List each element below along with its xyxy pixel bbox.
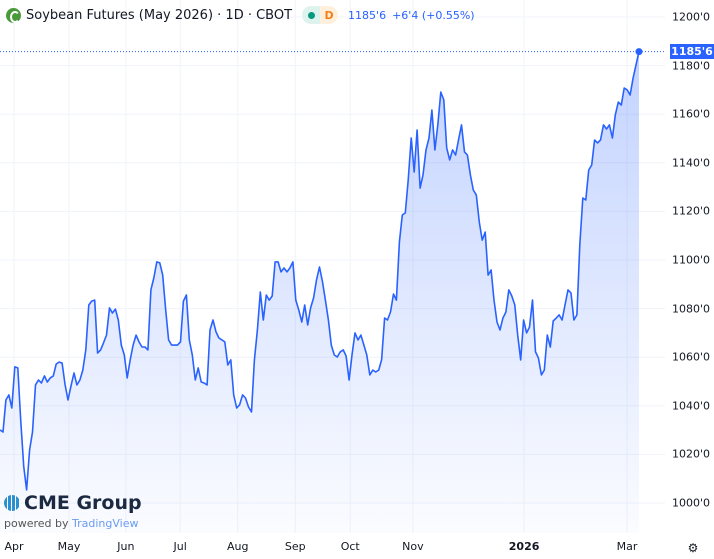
price-line bbox=[0, 51, 640, 491]
x-tick-label: Apr bbox=[4, 540, 24, 553]
powered-by-text: powered by bbox=[4, 517, 69, 530]
delayed-badge: D bbox=[320, 6, 339, 24]
x-tick-label: Aug bbox=[226, 540, 249, 553]
y-tick-label: 1200'0 bbox=[671, 10, 710, 24]
last-price: 1185'6 bbox=[348, 8, 387, 22]
x-tick-label: May bbox=[57, 540, 81, 553]
market-open-icon bbox=[302, 6, 321, 24]
cme-logo[interactable]: CME Group bbox=[4, 492, 142, 514]
globe-icon bbox=[4, 495, 20, 511]
x-tick-label: Jul bbox=[173, 540, 187, 553]
price-change: +6'4 (+0.55%) bbox=[392, 8, 475, 22]
y-tick-label: 1120'0 bbox=[671, 204, 710, 218]
x-tick-label: Oct bbox=[340, 540, 360, 553]
last-price-tag: 1185'6 bbox=[670, 44, 714, 60]
x-tick-label: Mar bbox=[616, 540, 638, 553]
tradingview-link[interactable]: TradingView bbox=[72, 517, 139, 530]
y-tick-label: 1000'0 bbox=[671, 496, 710, 510]
cme-logo-text: CME Group bbox=[24, 492, 142, 514]
y-tick-label: 1020'0 bbox=[671, 447, 710, 461]
y-tick-label: 1060'0 bbox=[671, 350, 710, 364]
x-tick-label: 2026 bbox=[508, 540, 540, 553]
y-tick-label: 1080'0 bbox=[671, 302, 710, 316]
gear-icon[interactable]: ⚙ bbox=[687, 541, 699, 555]
soybean-logo-icon bbox=[6, 7, 21, 23]
y-tick-label: 1040'0 bbox=[671, 399, 710, 413]
last-price-dot bbox=[635, 48, 643, 56]
market-status[interactable]: D bbox=[302, 6, 339, 24]
x-tick-label: Jun bbox=[117, 540, 135, 553]
y-tick-label: 1160'0 bbox=[671, 107, 710, 121]
x-tick-label: Sep bbox=[284, 540, 306, 553]
area-fill bbox=[0, 51, 639, 533]
y-tick-label: 1140'0 bbox=[671, 156, 710, 170]
powered-by[interactable]: powered by TradingView bbox=[4, 517, 138, 530]
y-tick-label: 1180'0 bbox=[671, 59, 710, 73]
x-tick-label: Nov bbox=[402, 540, 424, 553]
y-tick-label: 1100'0 bbox=[671, 253, 710, 267]
chart-header: Soybean Futures (May 2026) · 1D · CBOT D… bbox=[6, 5, 475, 25]
symbol-title[interactable]: Soybean Futures (May 2026) · 1D · CBOT bbox=[26, 7, 293, 23]
